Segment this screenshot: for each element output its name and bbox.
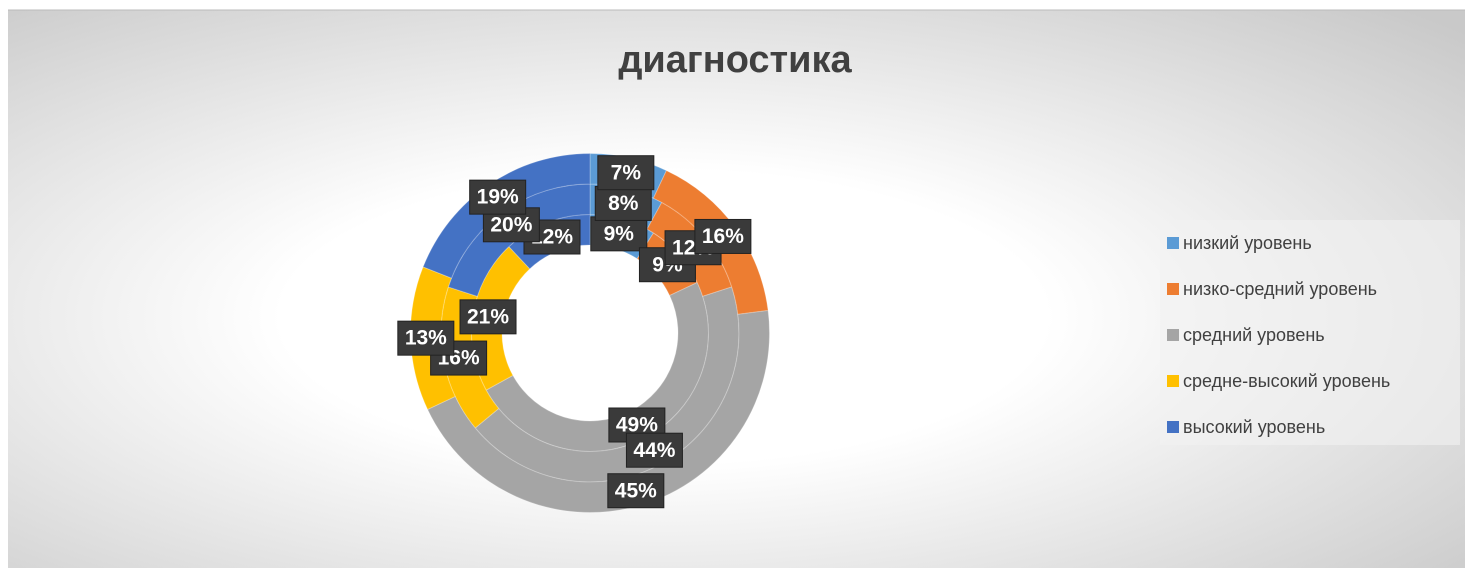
data-label-box xyxy=(459,299,517,335)
legend-label: низкий уровень xyxy=(1183,233,1312,253)
doughnut-segment xyxy=(422,152,591,279)
data-label-box xyxy=(469,179,527,215)
legend-swatch xyxy=(1167,237,1179,249)
data-label: 45% xyxy=(615,479,657,502)
data-label: 19% xyxy=(477,186,519,209)
data-label: 16% xyxy=(702,225,744,248)
data-label: 7% xyxy=(611,161,642,184)
data-label: 21% xyxy=(467,305,509,328)
legend-label: средний уровень xyxy=(1183,325,1325,345)
data-label-box xyxy=(594,185,652,221)
legend-swatch xyxy=(1167,283,1179,295)
legend-label: высокий уровень xyxy=(1183,417,1325,437)
legend-box xyxy=(1160,220,1460,445)
doughnut-segment xyxy=(426,309,770,513)
data-label: 20% xyxy=(490,213,532,236)
legend-swatch xyxy=(1167,421,1179,433)
data-label: 49% xyxy=(616,414,658,437)
legend-label: низко-средний уровень xyxy=(1183,279,1377,299)
data-label-box xyxy=(597,155,655,191)
data-label-box xyxy=(625,432,683,468)
data-label-box xyxy=(694,218,752,254)
legend-swatch xyxy=(1167,329,1179,341)
data-label-box xyxy=(607,473,665,509)
legend-swatch xyxy=(1167,375,1179,387)
data-label: 13% xyxy=(405,327,447,350)
data-label-box xyxy=(590,216,648,252)
legend-label: средне-высокий уровень xyxy=(1183,371,1390,391)
data-label: 8% xyxy=(608,192,639,215)
data-label: 44% xyxy=(633,439,675,462)
data-label-box xyxy=(397,320,455,356)
data-label: 9% xyxy=(604,222,635,245)
data-label: 12% xyxy=(531,226,573,249)
chart-title: диагностика xyxy=(618,39,852,81)
